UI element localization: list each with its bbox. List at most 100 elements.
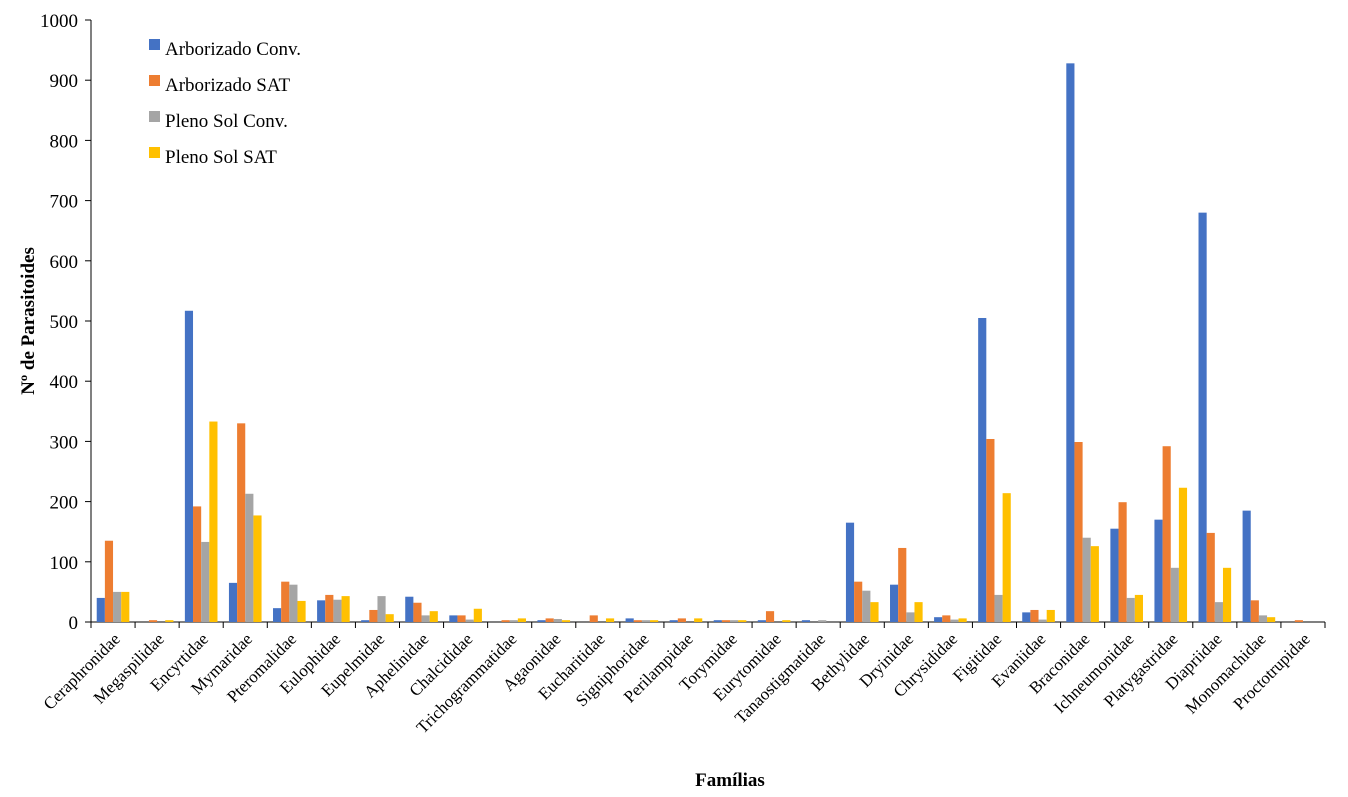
- bar-7-0: [405, 596, 414, 622]
- bar-4-1: [281, 581, 290, 622]
- bar-7-3: [429, 611, 438, 622]
- bar-5-1: [325, 594, 334, 622]
- bar-2-2: [201, 541, 210, 622]
- bar-15-0: [757, 620, 766, 622]
- bar-15-3: [782, 620, 791, 622]
- bar-26-3: [1267, 617, 1276, 622]
- bar-1-1: [148, 620, 158, 622]
- bar-24-3: [1178, 487, 1188, 622]
- bar-13-3: [694, 618, 703, 622]
- y-axis-title: Nº de Parasitoides: [18, 247, 39, 395]
- bar-6-0: [361, 620, 370, 622]
- bar-7-1: [413, 602, 422, 622]
- bar-8-0: [449, 615, 458, 622]
- bar-6-1: [369, 609, 378, 622]
- bar-19-0: [934, 617, 943, 622]
- y-tick-label: 500: [50, 312, 79, 333]
- x-category-label: Proctotrupidae: [1230, 629, 1314, 713]
- bar-12-3: [650, 620, 659, 622]
- bar-6-2: [377, 596, 386, 622]
- bar-14-0: [713, 620, 722, 622]
- bar-8-3: [473, 608, 482, 622]
- y-tick-label: 700: [50, 192, 79, 213]
- bar-5-2: [333, 599, 342, 622]
- y-tick-label: 200: [50, 493, 79, 514]
- bar-24-1: [1162, 446, 1171, 622]
- bar-3-1: [237, 423, 246, 622]
- bar-26-1: [1250, 600, 1259, 622]
- bar-10-3: [561, 620, 571, 622]
- bar-14-2: [730, 620, 739, 622]
- bar-16-0: [801, 620, 811, 622]
- bar-4-0: [273, 608, 282, 622]
- bar-2-1: [193, 506, 202, 622]
- bar-21-2: [1038, 619, 1047, 622]
- bar-11-3: [605, 618, 615, 622]
- bar-23-2: [1126, 597, 1135, 622]
- bar-12-1: [633, 620, 642, 622]
- y-tick-label: 600: [50, 252, 79, 273]
- bar-10-2: [553, 618, 562, 622]
- bar-18-2: [906, 612, 915, 622]
- bar-25-0: [1198, 212, 1207, 622]
- bar-2-3: [209, 421, 218, 622]
- bar-10-1: [545, 618, 554, 622]
- bar-21-1: [1030, 609, 1039, 622]
- bar-4-2: [289, 584, 298, 622]
- bar-18-0: [890, 584, 899, 622]
- y-tick-label: 300: [50, 432, 79, 453]
- bar-8-2: [465, 619, 474, 622]
- bar-19-2: [950, 619, 959, 622]
- bar-0-2: [113, 591, 122, 622]
- bar-15-1: [765, 611, 775, 622]
- bar-22-2: [1082, 537, 1091, 622]
- legend-label-0: Arborizado Conv.: [165, 39, 301, 60]
- bar-21-0: [1022, 612, 1031, 622]
- legend-swatch-3: [149, 147, 160, 158]
- bar-8-1: [457, 615, 466, 622]
- legend-swatch-0: [149, 39, 160, 50]
- bar-3-3: [253, 515, 262, 622]
- bar-14-1: [721, 620, 731, 622]
- y-tick-label: 0: [69, 613, 79, 634]
- y-tick-label: 400: [50, 372, 79, 393]
- bar-19-3: [958, 618, 967, 622]
- bar-17-1: [854, 581, 863, 622]
- bar-4-3: [297, 600, 306, 622]
- bar-17-3: [870, 602, 879, 622]
- bar-5-3: [341, 596, 350, 622]
- bar-12-0: [625, 618, 634, 622]
- y-tick-label: 100: [50, 553, 79, 574]
- legend-label-3: Pleno Sol SAT: [165, 147, 277, 168]
- bar-23-3: [1134, 594, 1143, 622]
- bar-25-2: [1214, 602, 1223, 622]
- bar-3-0: [228, 582, 238, 622]
- y-tick-label: 800: [50, 131, 79, 152]
- bar-16-2: [818, 620, 827, 622]
- y-tick-label: 1000: [40, 11, 78, 32]
- bar-21-3: [1046, 609, 1055, 622]
- bar-6-3: [385, 614, 394, 622]
- legend-label-2: Pleno Sol Conv.: [165, 111, 288, 132]
- bar-20-1: [986, 438, 995, 622]
- bar-27-1: [1294, 620, 1303, 622]
- bar-18-1: [898, 547, 907, 622]
- bar-18-3: [914, 602, 923, 622]
- bar-26-2: [1258, 615, 1268, 622]
- bar-20-3: [1002, 493, 1011, 622]
- bar-22-0: [1066, 63, 1075, 623]
- legend-swatch-1: [149, 75, 160, 86]
- bar-22-3: [1090, 546, 1099, 622]
- bar-13-0: [669, 620, 678, 622]
- bar-20-0: [978, 317, 987, 622]
- bar-1-3: [165, 620, 174, 622]
- bar-24-0: [1154, 519, 1163, 622]
- bar-24-2: [1170, 567, 1179, 622]
- bar-0-3: [121, 591, 130, 622]
- bar-9-2: [509, 620, 518, 622]
- bar-11-1: [589, 615, 598, 622]
- bar-14-3: [738, 620, 747, 622]
- bar-20-2: [994, 594, 1003, 622]
